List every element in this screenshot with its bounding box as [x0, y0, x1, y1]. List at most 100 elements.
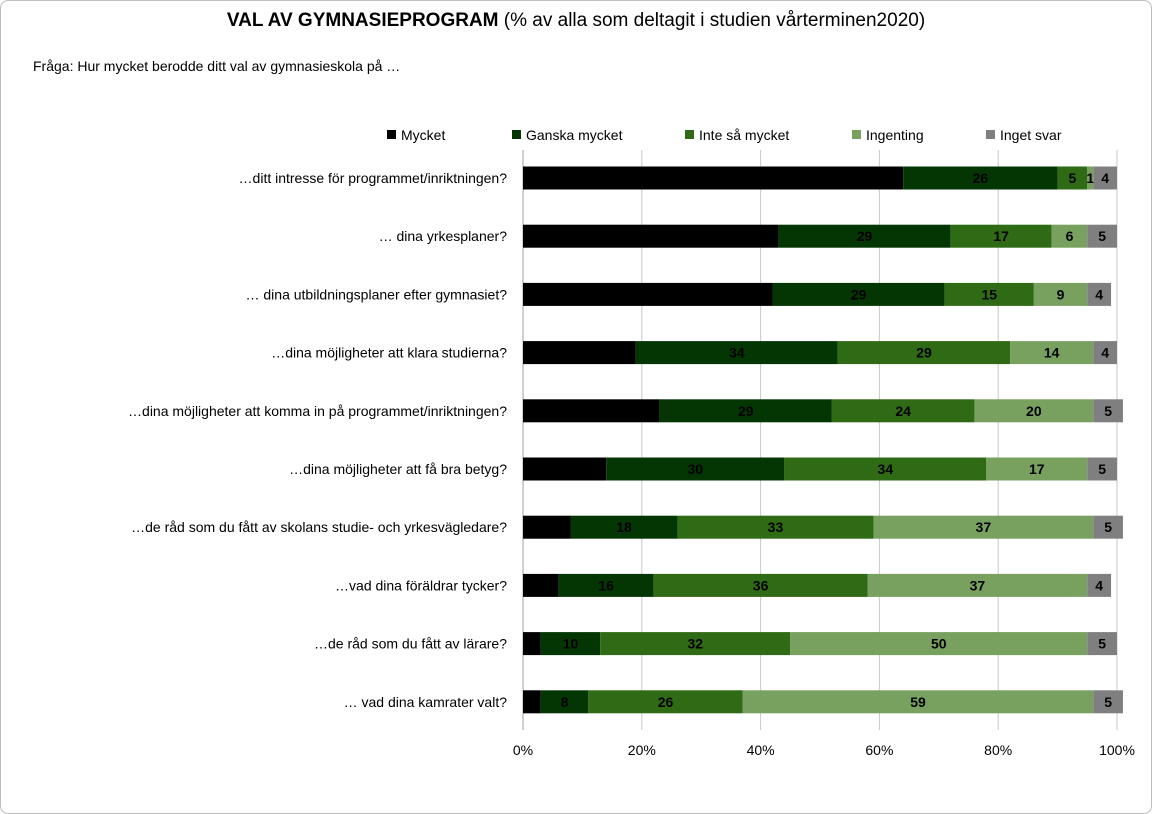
data-label: 64: [705, 170, 721, 186]
bar-segment: [1087, 573, 1112, 597]
data-label: 5: [1104, 519, 1112, 535]
legend-label: Ganska mycket: [526, 127, 623, 143]
data-label: 4: [1095, 577, 1103, 593]
legend-label: Inte så mycket: [699, 127, 789, 143]
bar-segment: [523, 224, 779, 248]
data-label: 29: [857, 228, 873, 244]
data-label: 23: [584, 403, 600, 419]
bar-segment: [523, 282, 773, 306]
data-label: 4: [1095, 286, 1103, 302]
category-label: … dina utbildningsplaner efter gymnasiet…: [246, 286, 508, 302]
chart-title: VAL AV GYMNASIEPROGRAM (% av alla som de…: [0, 10, 1152, 32]
data-label: 18: [616, 519, 632, 535]
data-label: 43: [643, 228, 659, 244]
chart-subtitle: Fråga: Hur mycket berodde ditt val av gy…: [33, 58, 401, 74]
bar-segment: [523, 573, 559, 597]
bar-segment: [523, 341, 636, 365]
bar-segment: [1051, 224, 1088, 248]
category-label: …ditt intresse för programmet/inriktning…: [239, 170, 508, 186]
data-label: 42: [640, 286, 656, 302]
category-label: …de råd som du fått av skolans studie- o…: [131, 519, 507, 535]
legend-label: Inget svar: [1000, 127, 1062, 143]
bar-segment: [867, 573, 1088, 597]
data-label: 9: [1057, 286, 1065, 302]
data-label: 26: [658, 694, 674, 710]
data-label: 50: [931, 636, 947, 652]
bar-segment: [523, 457, 607, 481]
category-label: …de råd som du fått av lärare?: [314, 636, 507, 652]
legend-swatch: [387, 130, 396, 139]
bar-segment: [523, 690, 541, 714]
data-label: 14: [557, 461, 573, 477]
data-label: 20: [1026, 403, 1042, 419]
data-label: 26: [973, 170, 989, 186]
data-label: 8: [543, 519, 551, 535]
legend-swatch: [852, 130, 861, 139]
x-tick-label: 80%: [984, 742, 1012, 758]
bar-segment: [944, 282, 1034, 306]
x-tick-label: 60%: [865, 742, 893, 758]
data-label: 5: [1098, 461, 1106, 477]
data-label: 37: [976, 519, 992, 535]
data-label: 5: [1098, 636, 1106, 652]
data-label: 32: [687, 636, 703, 652]
data-label: 34: [729, 345, 745, 361]
bar-segment: [540, 632, 601, 656]
bar-segment: [588, 690, 743, 714]
category-label: … dina yrkesplaner?: [379, 228, 508, 244]
bar-segment: [873, 515, 1094, 539]
bar-segment: [1093, 515, 1123, 539]
chart-title-bold: VAL AV GYMNASIEPROGRAM: [226, 10, 499, 31]
bar-segment: [1087, 224, 1117, 248]
data-label: 6: [537, 577, 545, 593]
bar-segment: [778, 224, 951, 248]
data-label: 5: [1104, 694, 1112, 710]
bar-segment: [1033, 282, 1088, 306]
bar-segment: [523, 632, 541, 656]
bar-segment: [986, 457, 1088, 481]
bar-segment: [1057, 166, 1088, 190]
bar-segment: [837, 341, 1011, 365]
x-tick-label: 100%: [1099, 742, 1135, 758]
bar-segment: [635, 341, 838, 365]
bar-segment: [784, 457, 987, 481]
bar-segment: [523, 399, 660, 423]
category-label: …dina möjligheter att klara studierna?: [271, 345, 507, 361]
bar-segment: [950, 224, 1052, 248]
bar-segment: [831, 399, 975, 423]
category-label: …vad dina föräldrar tycker?: [335, 577, 507, 593]
bar-segment: [1093, 399, 1123, 423]
bar-segment: [659, 399, 832, 423]
data-label: 5: [1069, 170, 1077, 186]
data-label: 24: [895, 403, 911, 419]
bar-segment: [653, 573, 868, 597]
bar-segment: [772, 282, 945, 306]
bar-segment: [523, 166, 904, 190]
bar-segment: [742, 690, 1094, 714]
data-label: 30: [687, 461, 703, 477]
data-label: 4: [1101, 345, 1109, 361]
data-label: 36: [753, 577, 769, 593]
bar-segment: [1010, 341, 1094, 365]
bar-segment: [600, 632, 791, 656]
data-label: 1: [1086, 170, 1094, 186]
bar-segment: [606, 457, 785, 481]
legend-label: Mycket: [401, 127, 445, 143]
data-label: 16: [598, 577, 614, 593]
bar-segment: [903, 166, 1058, 190]
bar-segment: [523, 515, 571, 539]
bar-segment: [540, 690, 589, 714]
data-label: 15: [982, 286, 998, 302]
x-tick-label: 20%: [628, 742, 656, 758]
chart-title-rest: (% av alla som deltagit i studien vårter…: [498, 10, 926, 31]
data-label: 17: [993, 228, 1009, 244]
legend-swatch: [512, 130, 521, 139]
bar-segment: [974, 399, 1094, 423]
bar-segment: [1093, 690, 1123, 714]
bar-segment: [1087, 166, 1094, 190]
data-label: 4: [1101, 170, 1109, 186]
data-label: 10: [563, 636, 579, 652]
data-label: 5: [1104, 403, 1112, 419]
data-label: 29: [738, 403, 754, 419]
